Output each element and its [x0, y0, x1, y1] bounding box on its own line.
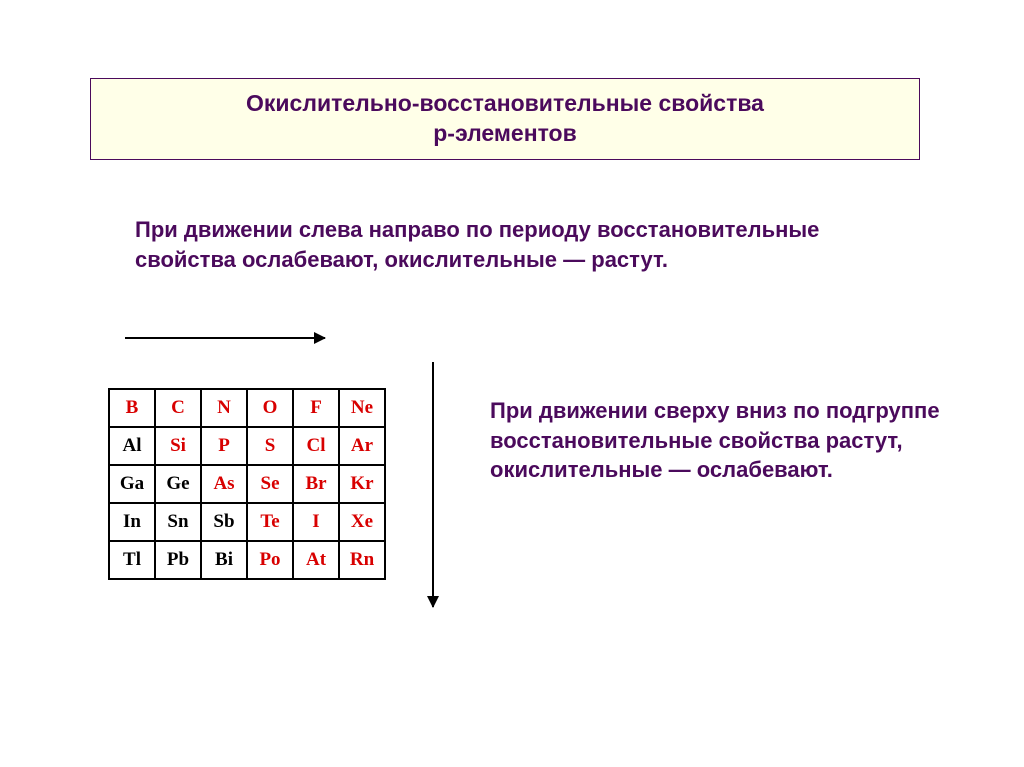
- element-cell: Ar: [339, 427, 385, 465]
- element-cell: F: [293, 389, 339, 427]
- title-line-1: Окислительно-восстановительные свойства: [111, 89, 899, 119]
- title-box: Окислительно-восстановительные свойства …: [90, 78, 920, 160]
- arrow-horizontal-icon: [125, 337, 325, 339]
- element-cell: O: [247, 389, 293, 427]
- element-cell: Ge: [155, 465, 201, 503]
- element-cell: Al: [109, 427, 155, 465]
- paragraph-period: При движении слева направо по периоду во…: [135, 215, 835, 274]
- element-cell: Bi: [201, 541, 247, 579]
- element-cell: Ga: [109, 465, 155, 503]
- element-cell: Rn: [339, 541, 385, 579]
- element-cell: Te: [247, 503, 293, 541]
- element-cell: As: [201, 465, 247, 503]
- element-cell: Po: [247, 541, 293, 579]
- element-cell: Ne: [339, 389, 385, 427]
- element-cell: N: [201, 389, 247, 427]
- element-cell: Xe: [339, 503, 385, 541]
- paragraph-group: При движении сверху вниз по подгруппе во…: [490, 396, 940, 485]
- element-cell: Kr: [339, 465, 385, 503]
- element-cell: C: [155, 389, 201, 427]
- element-cell: Pb: [155, 541, 201, 579]
- element-cell: P: [201, 427, 247, 465]
- title-line-2: р-элементов: [111, 119, 899, 149]
- element-cell: I: [293, 503, 339, 541]
- element-cell: Se: [247, 465, 293, 503]
- p-elements-table: BCNOFNe AlSiPSClAr GaGeAsSeBrKr InSnSbTeIXe…: [108, 388, 386, 580]
- element-cell: At: [293, 541, 339, 579]
- element-cell: Sn: [155, 503, 201, 541]
- element-cell: Br: [293, 465, 339, 503]
- element-cell: S: [247, 427, 293, 465]
- element-cell: Tl: [109, 541, 155, 579]
- element-cell: Sb: [201, 503, 247, 541]
- element-cell: In: [109, 503, 155, 541]
- arrow-vertical-icon: [432, 362, 434, 607]
- element-cell: Si: [155, 427, 201, 465]
- element-cell: Cl: [293, 427, 339, 465]
- element-cell: B: [109, 389, 155, 427]
